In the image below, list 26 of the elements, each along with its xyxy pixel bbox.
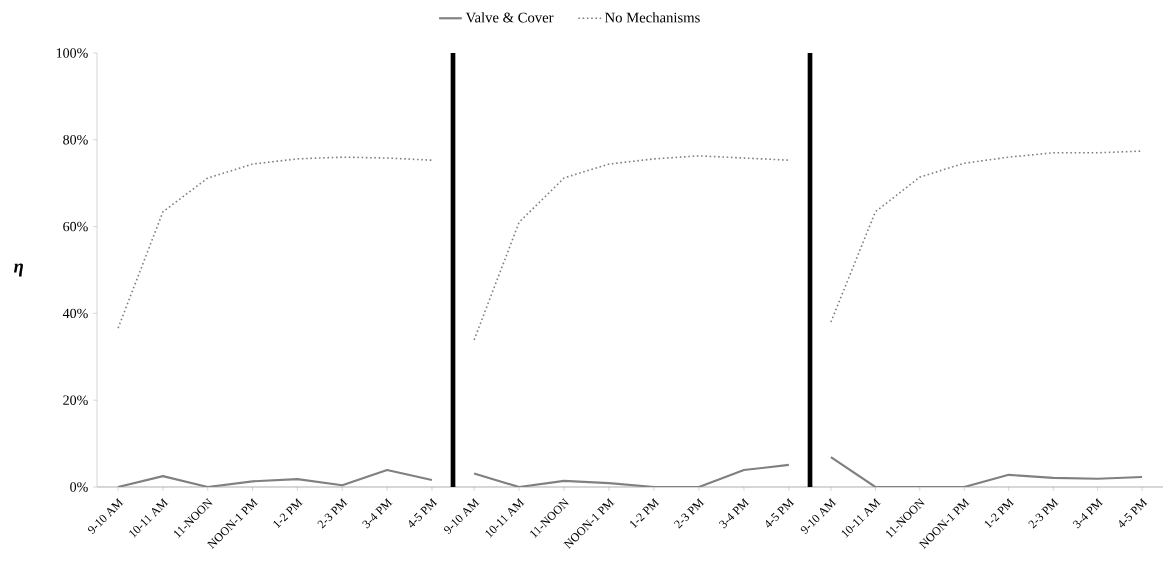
x-tick-label: 4-5 PM xyxy=(766,497,795,528)
x-tick-label: 2-3 PM xyxy=(674,497,705,529)
y-tick-label: 0% xyxy=(70,482,88,492)
x-tick-label: 1-2 PM xyxy=(984,497,1015,529)
x-tick-label: 4-5 PM xyxy=(1119,497,1148,528)
legend-label: Valve & Cover xyxy=(465,12,554,23)
x-tick-label: 3-4 PM xyxy=(718,497,750,529)
y-tick-label: 80% xyxy=(63,135,88,145)
x-tick-label: 9-10 AM xyxy=(87,497,124,535)
y-axis-title: η xyxy=(13,263,23,277)
y-tick-label: 60% xyxy=(63,221,88,232)
x-tick-label: 9-10 AM xyxy=(444,497,480,535)
x-tick-label: 3-4 PM xyxy=(1072,497,1104,529)
x-tick-label: 1-2 PM xyxy=(273,497,303,529)
y-tick-label: 40% xyxy=(62,308,88,319)
x-tick-label: 1-2 PM xyxy=(630,497,660,529)
legend-label: No Mechanisms xyxy=(604,12,700,23)
x-tick-label: 4-5 PM xyxy=(409,497,438,528)
x-tick-label: 2-3 PM xyxy=(1028,497,1059,529)
line-series xyxy=(117,156,433,329)
x-tick-label: 3-4 PM xyxy=(362,497,393,529)
x-tick-label: 9-10 AM xyxy=(800,497,837,535)
y-tick-label: 20% xyxy=(63,395,88,405)
x-tick-label: 2-3 PM xyxy=(317,497,348,529)
line-series xyxy=(117,468,433,487)
y-tick-label: 100% xyxy=(56,48,88,58)
